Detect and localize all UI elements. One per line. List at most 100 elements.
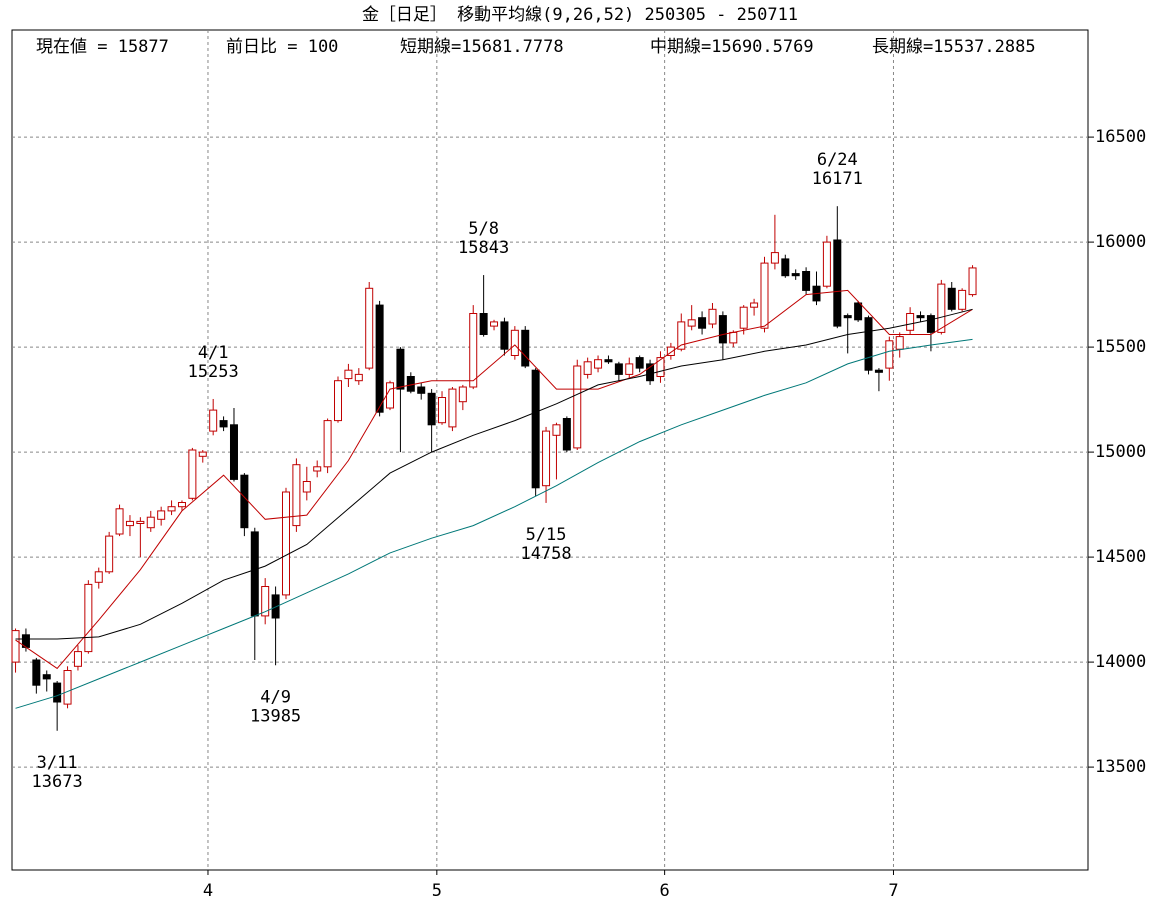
candle-body — [229, 424, 238, 480]
candle-body — [53, 682, 62, 703]
candle-body — [885, 340, 894, 369]
candle-body — [427, 392, 436, 426]
candle-body — [386, 382, 395, 409]
candle-body — [729, 331, 738, 344]
candle-body — [240, 474, 249, 529]
candle-body — [833, 239, 842, 327]
candle-body — [521, 329, 530, 367]
candle-body — [94, 571, 103, 583]
candle-body — [302, 481, 311, 493]
annotation-value: 14758 — [520, 544, 571, 564]
candle-body — [698, 317, 707, 329]
candle-body — [937, 283, 946, 333]
candle-body — [594, 359, 603, 369]
candle-body — [500, 321, 509, 350]
candle-body — [42, 674, 51, 680]
candle-body — [125, 520, 134, 527]
candle-body — [552, 424, 561, 436]
candle-body — [656, 357, 665, 378]
candle-body — [136, 520, 145, 525]
candle-body — [105, 535, 114, 573]
chart-title: 金［日足］ 移動平均線(9,26,52) 250305 - 250711 — [362, 5, 798, 25]
y-tick-label: 16000 — [1095, 232, 1146, 252]
candle-body — [219, 420, 228, 428]
y-tick-label: 13500 — [1095, 757, 1146, 777]
info-item: 長期線=15537.2885 — [872, 37, 1036, 57]
candle-body — [417, 386, 426, 394]
candle-body — [209, 409, 218, 432]
candle-body — [958, 289, 967, 310]
annotation-date: 4/9 — [260, 687, 291, 707]
annotation-value: 15253 — [188, 362, 239, 382]
candle-body — [760, 262, 769, 329]
annotation-date: 3/11 — [37, 753, 78, 773]
candle-body — [791, 273, 800, 277]
candle-body — [739, 306, 748, 329]
candle-body — [666, 346, 675, 357]
plot-frame — [11, 29, 1089, 871]
info-item: 前日比 = 100 — [226, 37, 338, 57]
candle-body — [573, 365, 582, 449]
annotation-date: 6/24 — [817, 150, 858, 170]
y-tick-label: 15500 — [1095, 337, 1146, 357]
y-tick-label: 14500 — [1095, 547, 1146, 567]
y-tick-label: 14000 — [1095, 652, 1146, 672]
candle-body — [822, 241, 831, 287]
candle-body — [802, 271, 811, 291]
candle-body — [864, 317, 873, 371]
annotation-value: 15843 — [458, 238, 509, 258]
candle-body — [490, 321, 499, 327]
candle-body — [157, 510, 166, 520]
candle-body — [677, 321, 686, 350]
x-tick-label: 4 — [203, 881, 213, 901]
candle-body — [916, 315, 925, 319]
candle-body — [73, 651, 82, 667]
x-tick-label: 6 — [660, 881, 670, 901]
candle-body — [895, 336, 904, 350]
candle-body — [261, 586, 270, 617]
candle-body — [313, 466, 322, 472]
candle-body — [625, 363, 634, 375]
candle-body — [635, 357, 644, 369]
candle-body — [469, 313, 478, 388]
annotation-date: 5/15 — [526, 525, 567, 545]
candle-body — [562, 418, 571, 451]
candle-body — [323, 420, 332, 468]
candle-body — [344, 369, 353, 380]
candle-body — [947, 287, 956, 310]
candle-body — [188, 449, 197, 499]
annotation-value: 13673 — [32, 772, 83, 792]
candle-body — [646, 363, 655, 382]
candle-body — [604, 359, 613, 363]
candle-body — [396, 348, 405, 390]
candle-body — [438, 397, 447, 424]
candle-body — [365, 287, 374, 369]
candle-body — [63, 670, 72, 705]
candle-body — [458, 386, 467, 403]
candle-body — [583, 361, 592, 375]
annotation-date: 4/1 — [198, 343, 229, 363]
candle-body — [687, 319, 696, 327]
candle-body — [177, 502, 186, 508]
candle-body — [11, 630, 20, 663]
candle-body — [531, 369, 540, 489]
candle-body — [354, 373, 363, 382]
candle-body — [281, 491, 290, 596]
candle-body — [250, 531, 259, 617]
candle-body — [968, 267, 977, 296]
moving-average-line — [15, 308, 973, 640]
candle-body — [334, 380, 343, 422]
candle-body — [781, 258, 790, 277]
candle-body — [84, 583, 93, 653]
candle-body — [770, 252, 779, 264]
candle-body — [198, 451, 207, 457]
candle-body — [542, 430, 551, 487]
candle-body — [854, 302, 863, 321]
candle-body — [750, 302, 759, 308]
candle-body — [479, 313, 488, 335]
candle-body — [906, 313, 915, 331]
annotation-value: 13985 — [250, 706, 301, 726]
x-tick-label: 5 — [432, 881, 442, 901]
candle-body — [406, 376, 415, 392]
info-item: 現在値 = 15877 — [36, 37, 169, 57]
